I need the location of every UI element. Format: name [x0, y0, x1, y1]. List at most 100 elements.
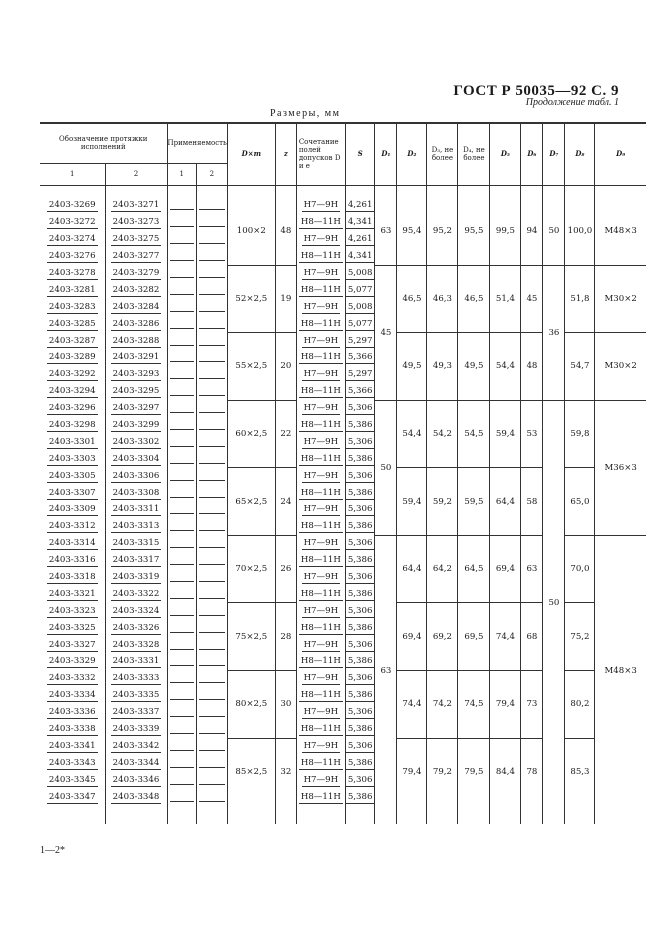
applicability-1-cell — [166, 281, 197, 299]
designation-1: 2403-3269 — [46, 200, 98, 213]
s-value: 5,386 — [346, 791, 375, 804]
spacer-cell — [274, 805, 297, 824]
d4-value: 79,5 — [457, 738, 490, 806]
applicability-2-cell — [195, 400, 228, 418]
designation-1: 2403-3347 — [46, 791, 98, 804]
s-value: 5,386 — [346, 487, 375, 500]
d8-value: 75,2 — [564, 602, 595, 671]
applicability-2-cell — [195, 433, 228, 451]
applicability-2-cell — [195, 281, 228, 299]
tolerance-value-cell: H8—11H — [295, 687, 346, 705]
tolerance-value: H7—9H — [301, 774, 341, 787]
applicability-1-dash — [169, 209, 194, 211]
tolerance-value-cell: H8—11H — [295, 281, 346, 299]
applicability-1-dash — [169, 733, 194, 735]
designation-2: 2403-3273 — [110, 217, 162, 230]
z-value: 20 — [274, 332, 297, 401]
d9-value: M30×2 — [594, 265, 646, 334]
header-d7: D₇ — [542, 122, 565, 186]
applicability-2-cell — [195, 636, 228, 654]
designation-1: 2403-3276 — [46, 251, 98, 264]
s-value: 5,386 — [346, 622, 375, 635]
applicability-1-cell — [166, 552, 197, 570]
applicability-2-cell — [195, 214, 228, 232]
applicability-1-dash — [169, 665, 194, 667]
d1-value: 63 — [374, 535, 397, 806]
s-value: 5,297 — [346, 335, 375, 348]
d7-value: 36 — [542, 265, 565, 401]
d6-value: 48 — [520, 332, 543, 401]
s-value-cell: 5,386 — [344, 518, 375, 536]
designation-2: 2403-3315 — [110, 538, 162, 551]
s-value-cell: 5,306 — [344, 467, 375, 485]
s-value-cell: 5,008 — [344, 298, 375, 316]
spacer-cell — [374, 185, 397, 198]
d3-value: 74,2 — [426, 670, 458, 739]
tolerance-value-cell: H7—9H — [295, 433, 346, 451]
table-row: 2403-3345 2403-3346 H7—9H 5,306 — [40, 771, 646, 789]
d3-value: 69,2 — [426, 602, 458, 671]
applicability-1-cell — [166, 585, 197, 603]
spacer-cell — [564, 185, 595, 198]
dxm-value: 80×2,5 — [226, 670, 276, 739]
header-s: S — [344, 122, 375, 186]
applicability-2-dash — [198, 733, 225, 735]
d8-value: 59,8 — [564, 400, 595, 469]
tolerance-value: H7—9H — [301, 605, 341, 618]
d2-value: 79,4 — [396, 738, 427, 806]
applicability-2-dash — [198, 581, 225, 583]
designation-2: 2403-3333 — [110, 673, 162, 686]
applicability-2-dash — [198, 310, 225, 312]
designation-2: 2403-3293 — [110, 369, 162, 382]
applicability-1-dash — [169, 766, 194, 768]
designation-2: 2403-3342 — [110, 740, 162, 753]
tolerance-value-cell: H7—9H — [295, 704, 346, 722]
designation-1-cell: 2403-3292 — [40, 366, 105, 383]
table-row: 2403-3305 2403-3306 65×2,5 24 H7—9H 5,306 59,4… — [40, 467, 646, 536]
designation-2-cell: 2403-3348 — [104, 788, 167, 806]
designation-1-cell: 2403-3269 — [40, 198, 105, 215]
designation-1: 2403-3334 — [46, 690, 98, 703]
d5-value: 51,4 — [489, 265, 521, 334]
table-row: 2403-3312 2403-3313 H8—11H 5,386 — [40, 518, 646, 536]
designation-2: 2403-3319 — [110, 572, 162, 585]
applicability-1-dash — [169, 260, 194, 262]
dxm-value: 60×2,5 — [226, 400, 276, 469]
d8-value: 54,7 — [564, 332, 595, 401]
designation-2-cell: 2403-3295 — [104, 383, 167, 401]
designation-1: 2403-3341 — [46, 740, 98, 753]
designation-2-cell: 2403-3331 — [104, 653, 167, 671]
header-d6-text: D₆ — [527, 149, 537, 159]
applicability-2-cell — [195, 315, 228, 333]
designation-2: 2403-3295 — [110, 386, 162, 399]
applicability-2-dash — [198, 412, 225, 414]
tolerance-value-cell: H7—9H — [295, 366, 346, 384]
z-value: 19 — [274, 265, 297, 334]
tolerance-value-cell: H7—9H — [295, 197, 346, 215]
designation-2: 2403-3331 — [110, 656, 162, 669]
spacer-cell — [344, 805, 375, 824]
tolerance-value: H7—9H — [301, 200, 341, 213]
spacer-cell — [40, 185, 105, 198]
designation-2: 2403-3271 — [110, 200, 162, 213]
designation-2: 2403-3299 — [110, 420, 162, 433]
applicability-2-dash — [198, 783, 225, 785]
designation-1: 2403-3292 — [46, 369, 98, 382]
applicability-2-cell — [195, 687, 228, 705]
designation-2-cell: 2403-3311 — [104, 501, 167, 519]
applicability-1-dash — [169, 412, 194, 414]
designation-2: 2403-3335 — [110, 690, 162, 703]
s-value: 5,366 — [346, 386, 375, 399]
spacer-cell — [594, 185, 646, 198]
applicability-1-dash — [169, 327, 194, 329]
tolerance-value-cell: H8—11H — [295, 721, 346, 738]
spacer-cell — [295, 805, 346, 824]
applicability-1-cell — [166, 248, 197, 266]
applicability-2-cell — [195, 366, 228, 384]
applicability-1-cell — [166, 349, 197, 367]
d8-value: 65,0 — [564, 467, 595, 536]
applicability-1-cell — [166, 298, 197, 316]
applicability-1-dash — [169, 513, 194, 515]
s-value: 5,386 — [346, 453, 375, 466]
s-value: 5,306 — [346, 605, 375, 618]
